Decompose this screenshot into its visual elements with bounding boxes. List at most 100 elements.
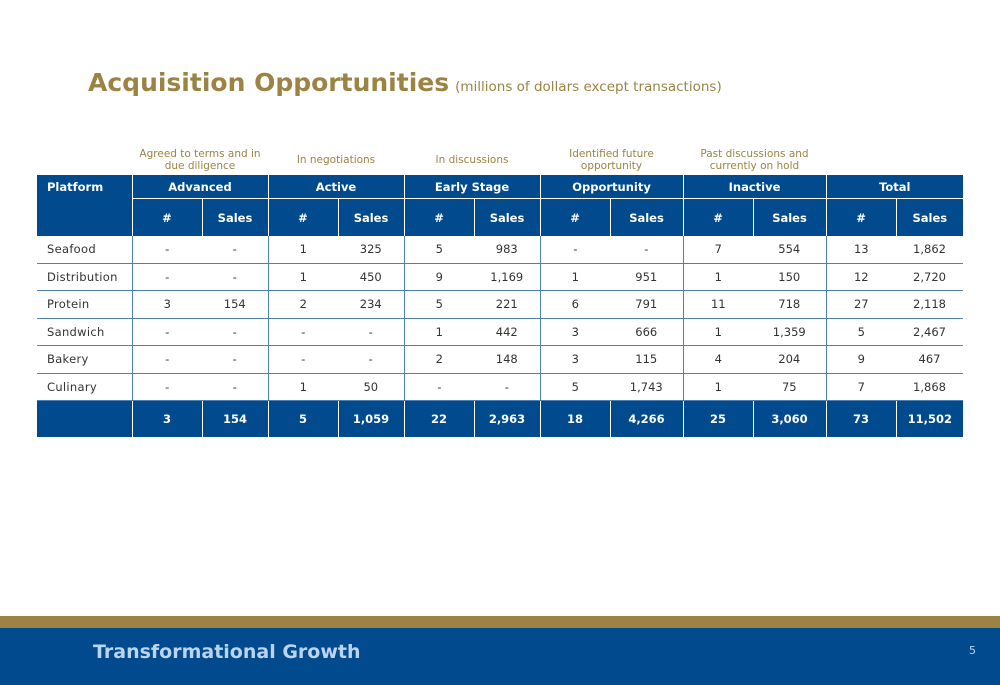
count-cell: 3 — [539, 345, 611, 374]
count-cell: - — [539, 236, 611, 264]
platform-name: Bakery — [37, 345, 132, 374]
count-cell: 7 — [682, 236, 754, 264]
count-cell: 3 — [131, 400, 202, 437]
count-cell: 1 — [267, 263, 338, 291]
page-number: 5 — [969, 644, 976, 657]
sales-cell: 983 — [474, 236, 541, 264]
sales-cell: 150 — [753, 263, 827, 291]
group-header-active: Active — [267, 175, 405, 199]
footer-gold-stripe — [0, 616, 1000, 628]
total-label — [37, 400, 132, 437]
sales-cell: - — [338, 345, 405, 374]
count-cell: 1 — [539, 263, 611, 291]
sales-cell: 791 — [610, 290, 684, 319]
sales-cell: 154 — [202, 290, 268, 319]
group-header-opportunity: Opportunity — [539, 175, 684, 199]
sales-cell: 467 — [896, 345, 964, 374]
count-cell: 5 — [539, 373, 611, 401]
platform-name: Protein — [37, 290, 132, 319]
count-cell: 11 — [682, 290, 754, 319]
table-row: Distribution - -1 450 9 1,169 1 951 1 150 12 2,720 — [37, 263, 964, 291]
count-cell: 9 — [403, 263, 475, 291]
sales-cell: 2,720 — [896, 263, 964, 291]
sales-cell: - — [338, 318, 405, 346]
footer-title: Transformational Growth — [93, 641, 361, 663]
table-row: Culinary - -1 50- -5 1,743 1 75 7 1,868 — [37, 373, 964, 401]
sales-cell: 450 — [338, 263, 405, 291]
page-title: Acquisition Opportunities — [88, 68, 450, 97]
sales-cell: 115 — [610, 345, 684, 374]
table-row: Seafood - -1 325 5 983- -7 554 13 1,862 — [37, 236, 964, 264]
group-description-advanced: Agreed to terms and in due diligence — [139, 148, 261, 172]
count-header: # — [539, 198, 611, 236]
sales-cell: - — [202, 345, 268, 374]
sales-cell: - — [202, 373, 268, 401]
count-cell: 25 — [682, 400, 754, 437]
count-cell: 1 — [267, 373, 338, 401]
sales-cell: 951 — [610, 263, 684, 291]
count-cell: - — [131, 236, 202, 264]
sales-cell: 442 — [474, 318, 541, 346]
count-cell: - — [131, 373, 202, 401]
sales-cell: - — [202, 318, 268, 346]
sales-cell: 666 — [610, 318, 684, 346]
sales-cell: 204 — [753, 345, 827, 374]
table-row: Bakery - - - -2 148 3 115 4 204 9 467 — [37, 345, 964, 374]
sales-header: Sales — [895, 198, 964, 236]
sales-cell: 1,169 — [474, 263, 541, 291]
sales-cell: 234 — [338, 290, 405, 319]
count-cell: - — [131, 318, 202, 346]
sales-cell: 718 — [753, 290, 827, 319]
sales-cell: 1,868 — [896, 373, 964, 401]
count-header: # — [267, 198, 338, 236]
table-subheader: # Sales # Sales # Sales # Sales # Sales … — [37, 198, 964, 236]
group-description-early-stage: In discussions — [435, 154, 509, 166]
sales-cell: 2,118 — [896, 290, 964, 319]
count-cell: 1 — [682, 318, 754, 346]
sales-cell: 75 — [753, 373, 827, 401]
count-header: # — [682, 198, 754, 236]
count-cell: 3 — [539, 318, 611, 346]
count-cell: - — [131, 263, 202, 291]
table-body: Seafood - -1 325 5 983- -7 554 13 1,862 Distributi… — [37, 236, 964, 437]
sales-cell: 221 — [474, 290, 541, 319]
count-header: # — [403, 198, 475, 236]
count-cell: 5 — [267, 400, 338, 437]
sales-cell: 3,060 — [752, 400, 827, 437]
count-cell: 1 — [403, 318, 475, 346]
count-header: # — [825, 198, 897, 236]
platform-name: Culinary — [37, 373, 132, 401]
count-cell: 2 — [403, 345, 475, 374]
sales-header: Sales — [473, 198, 541, 236]
group-description-inactive: Past discussions and currently on hold — [700, 148, 809, 172]
count-cell: - — [267, 345, 338, 374]
count-cell: 5 — [403, 236, 475, 264]
sales-cell: - — [202, 236, 268, 264]
count-cell: 12 — [825, 263, 897, 291]
group-header-total: Total — [825, 175, 964, 199]
count-cell: 1 — [682, 373, 754, 401]
count-cell: - — [267, 318, 338, 346]
count-header: # — [131, 198, 202, 236]
sales-cell: 325 — [338, 236, 405, 264]
sales-cell: 50 — [338, 373, 405, 401]
sales-cell: 1,359 — [753, 318, 827, 346]
count-cell: 22 — [403, 400, 475, 437]
sales-cell: 554 — [753, 236, 827, 264]
count-cell: 2 — [267, 290, 338, 319]
count-cell: 27 — [825, 290, 897, 319]
sales-cell: - — [202, 263, 268, 291]
platform-name: Seafood — [37, 236, 132, 264]
table-row: Protein 3 154 2 234 5 221 6 791 11 718 27 2,118 — [37, 290, 964, 319]
page-subtitle: (millions of dollars except transactions… — [455, 79, 722, 95]
sales-header: Sales — [337, 198, 405, 236]
sales-cell: 4,266 — [609, 400, 684, 437]
count-cell: 6 — [539, 290, 611, 319]
sales-header: Sales — [752, 198, 827, 236]
group-description-opportunity: Identified future opportunity — [569, 148, 654, 172]
sales-cell: 2,467 — [896, 318, 964, 346]
count-cell: 5 — [403, 290, 475, 319]
table-group-header: Platform Advanced Active Early Stage Opp… — [37, 175, 964, 236]
count-cell: 1 — [682, 263, 754, 291]
count-cell: 13 — [825, 236, 897, 264]
